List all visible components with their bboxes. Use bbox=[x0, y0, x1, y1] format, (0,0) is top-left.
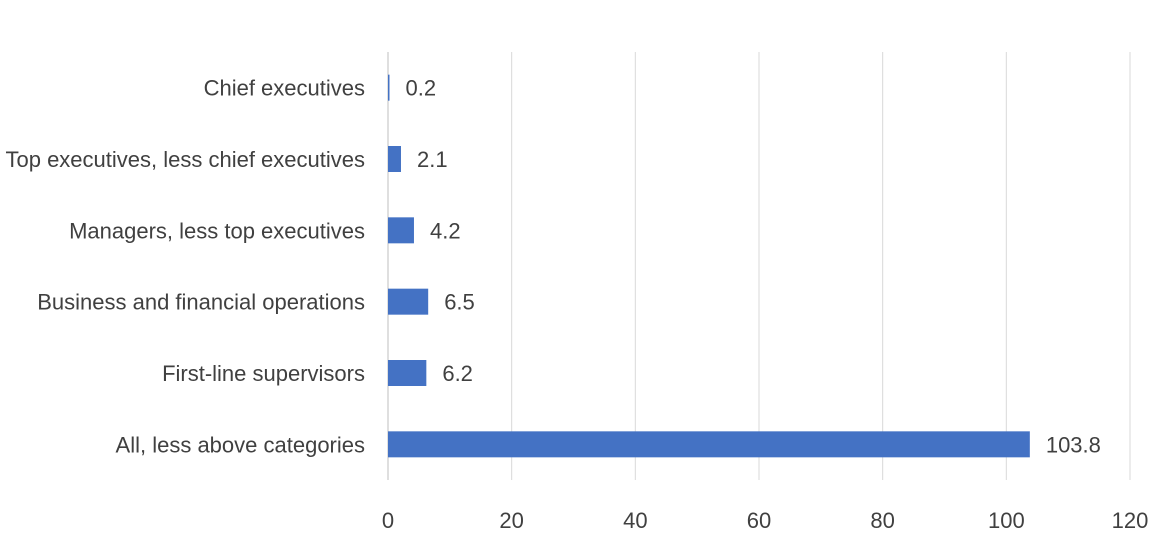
x-tick-label: 60 bbox=[747, 508, 771, 533]
category-label: All, less above categories bbox=[116, 432, 365, 457]
value-label: 4.2 bbox=[430, 218, 461, 243]
value-label: 2.1 bbox=[417, 147, 448, 172]
value-labels: 0.2 2.1 4.2 6.5 6.2 103.8 bbox=[406, 76, 1101, 458]
category-labels: Chief executives Top executives, less chi… bbox=[5, 76, 365, 458]
bar bbox=[388, 288, 429, 315]
category-label: First-line supervisors bbox=[162, 361, 365, 386]
bar bbox=[388, 360, 427, 386]
bars bbox=[388, 74, 1030, 458]
x-tick-label: 120 bbox=[1112, 508, 1149, 533]
x-tick-label: 0 bbox=[382, 508, 394, 533]
category-label: Top executives, less chief executives bbox=[5, 147, 365, 172]
value-label: 6.5 bbox=[444, 290, 475, 315]
x-axis-ticks: 0 20 40 60 80 100 120 bbox=[382, 508, 1148, 533]
x-tick-label: 40 bbox=[623, 508, 647, 533]
bar bbox=[388, 431, 1030, 458]
bar bbox=[388, 217, 414, 244]
value-label: 0.2 bbox=[406, 76, 437, 101]
bar bbox=[388, 74, 390, 101]
gridlines bbox=[387, 52, 1131, 480]
category-label: Business and financial operations bbox=[37, 290, 365, 315]
x-tick-label: 20 bbox=[499, 508, 523, 533]
bar bbox=[388, 146, 401, 172]
value-label: 103.8 bbox=[1046, 432, 1101, 457]
x-tick-label: 100 bbox=[988, 508, 1025, 533]
category-label: Managers, less top executives bbox=[69, 218, 365, 243]
category-label: Chief executives bbox=[204, 76, 365, 101]
x-tick-label: 80 bbox=[870, 508, 894, 533]
value-label: 6.2 bbox=[442, 361, 473, 386]
